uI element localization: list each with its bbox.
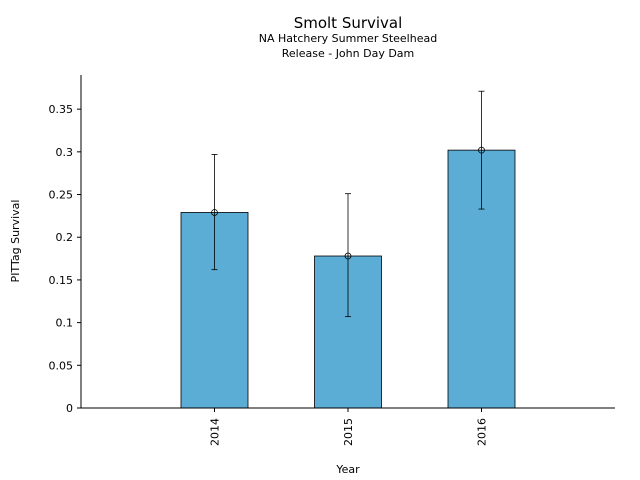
y-axis-ticks: 0 0.05 0.1 0.15 0.2 0.25 0.3 0.35 — [49, 103, 81, 415]
y-tick-label: 0 — [66, 402, 73, 415]
y-tick-label: 0.05 — [49, 359, 74, 372]
y-tick-label: 0.25 — [49, 189, 74, 202]
chart-subtitle-line-2: Release - John Day Dam — [282, 47, 415, 60]
x-axis-ticks: 2014 2015 2016 — [209, 408, 489, 446]
point-2014 — [211, 209, 218, 216]
y-tick-label: 0.2 — [56, 231, 74, 244]
x-tick-label-2014: 2014 — [209, 418, 222, 446]
y-tick-label: 0.1 — [56, 317, 74, 330]
x-axis-label: Year — [335, 463, 360, 476]
error-bar-group — [211, 90, 485, 318]
y-axis-label: PITTag Survival — [9, 200, 22, 283]
x-tick-label-2016: 2016 — [476, 418, 489, 446]
x-tick-label-2015: 2015 — [342, 418, 355, 446]
y-tick-label: 0.35 — [49, 103, 74, 116]
chart-title: Smolt Survival — [294, 14, 403, 32]
y-tick-label: 0.3 — [56, 146, 74, 159]
y-tick-label: 0.15 — [49, 274, 74, 287]
point-2015 — [344, 252, 352, 260]
point-2016 — [478, 146, 485, 154]
chart-subtitle-line-1: NA Hatchery Summer Steelhead — [259, 32, 437, 45]
